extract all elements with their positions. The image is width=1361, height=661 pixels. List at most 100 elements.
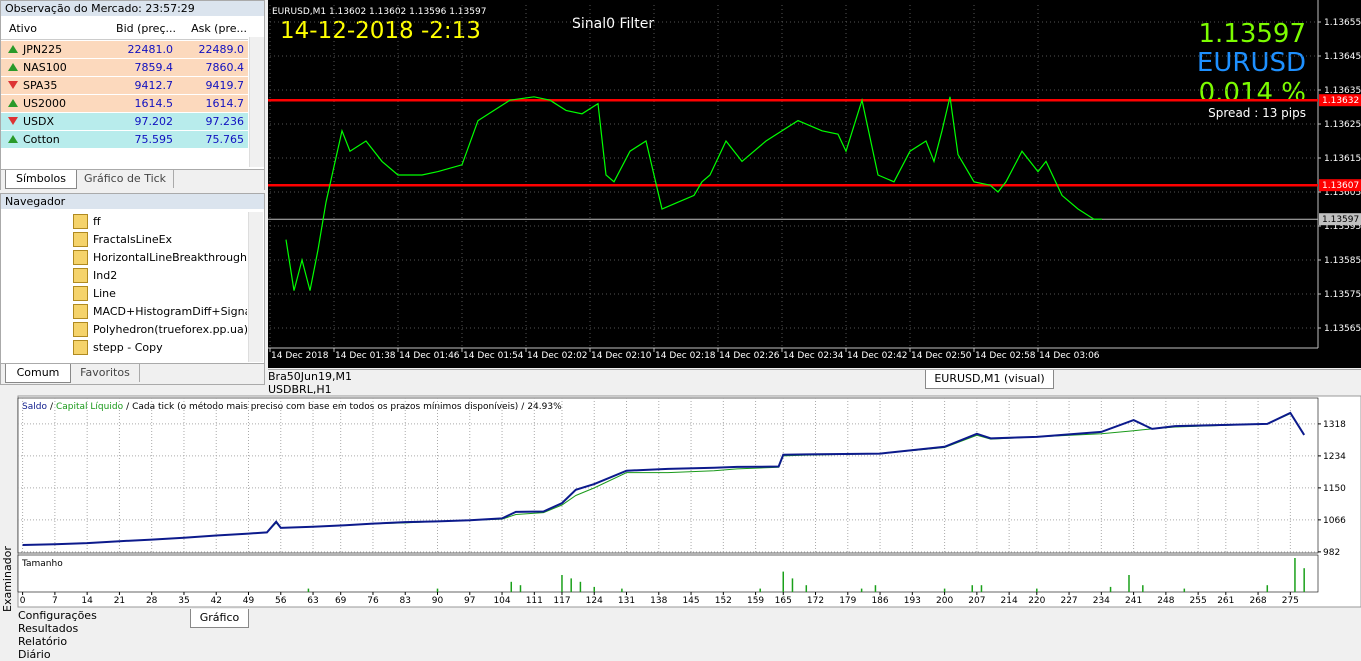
volume-bar — [579, 581, 582, 592]
bid: 7859.4 — [134, 61, 174, 74]
x-tick-label: 14 Dec 2018 — [271, 351, 329, 361]
tab[interactable]: Bra50Jun19,M1 — [268, 370, 352, 383]
direction-icon — [8, 45, 18, 53]
x-tick-label: 97 — [464, 596, 475, 606]
spread-label: Spread : 13 pips — [1208, 106, 1306, 120]
tab[interactable]: Favoritos — [71, 364, 140, 382]
volume-bar — [510, 581, 513, 592]
x-tick-label: 234 — [1093, 596, 1110, 606]
row[interactable]: Cotton 75.595 75.765 — [1, 131, 248, 149]
tab[interactable]: Símbolos — [5, 170, 77, 189]
panel-title: Observação do Mercado: 23:57:29 — [1, 1, 264, 16]
x-tick-label: 255 — [1190, 596, 1207, 606]
item-label: stepp - Copy — [93, 341, 163, 354]
indicator-icon — [73, 214, 88, 229]
tab[interactable]: Diário — [18, 648, 51, 661]
direction-icon — [8, 81, 18, 89]
tab[interactable]: Relatório — [18, 635, 68, 648]
legend-entry: Capital Líquido — [56, 402, 124, 412]
volume-bar — [943, 588, 946, 592]
volume-bar — [759, 588, 761, 592]
scrollbar[interactable] — [248, 212, 263, 362]
bid: 1614.5 — [134, 97, 174, 110]
x-tick-label: 49 — [243, 596, 255, 606]
column-header: Ativo Bid (preç... Ask (pre... — [1, 19, 248, 40]
x-tick-label: 193 — [904, 596, 921, 606]
level-box — [1319, 94, 1361, 107]
legend-entry: Cada tick (o método mais preciso com bas… — [132, 401, 518, 412]
side-label: Examinador — [1, 546, 14, 612]
date-label: 14-12-2018 -2:13 — [280, 18, 481, 44]
x-tick-label: 145 — [682, 596, 699, 606]
x-tick-label: 268 — [1249, 596, 1266, 606]
x-tick-label: 14 Dec 01:46 — [399, 351, 460, 361]
chart-title: EURUSD,M1 1.13602 1.13602 1.13596 1.1359… — [272, 7, 486, 17]
legend-separator: / — [521, 402, 525, 412]
volume-bar — [307, 588, 310, 592]
tab[interactable]: Gráfico de Tick — [77, 170, 174, 188]
x-tick-label: 28 — [146, 596, 158, 606]
tab[interactable]: Gráfico — [190, 609, 249, 628]
tab[interactable]: Configurações — [18, 609, 97, 622]
x-tick-label: 0 — [20, 596, 26, 606]
x-tick-label: 14 Dec 02:42 — [847, 351, 908, 361]
symbol: NAS100 — [23, 61, 67, 74]
level-label: 1.13632 — [1322, 96, 1359, 106]
ask: 9419.7 — [205, 79, 245, 92]
x-tick-label: 14 Dec 02:58 — [975, 351, 1036, 361]
legend: Saldo / Capital Líquido / Cada tick (o métod… — [22, 401, 562, 412]
tab[interactable]: Comum — [5, 364, 71, 383]
item-label: MACD+HistogramDiff+Signa — [93, 305, 247, 318]
volume-bar — [980, 585, 983, 592]
indicator-icon — [73, 232, 88, 247]
y-tick-label: 1.13615 — [1324, 154, 1361, 164]
x-tick-label: 14 Dec 01:54 — [463, 351, 524, 361]
x-tick-label: 248 — [1157, 596, 1174, 606]
row[interactable]: US2000 1614.5 1614.7 — [1, 95, 248, 113]
x-tick-label: 261 — [1217, 596, 1234, 606]
ask: 22489.0 — [198, 43, 245, 56]
bid: 75.595 — [134, 133, 174, 146]
volume-bar — [519, 585, 522, 592]
symbol: JPN225 — [23, 43, 63, 56]
item-label: ff — [93, 215, 101, 228]
volume-bar — [874, 585, 877, 592]
price-line — [285, 96, 1102, 291]
legend-entry: 24.93% — [527, 402, 562, 412]
bid: 22481.0 — [127, 43, 174, 56]
direction-icon — [8, 117, 18, 125]
y-tick-label: 1.13565 — [1324, 324, 1361, 334]
y-tick-label: 1150 — [1323, 484, 1346, 494]
indicator-icon — [73, 250, 88, 265]
volume-bar — [1109, 586, 1112, 592]
row[interactable]: NAS100 7859.4 7860.4 — [1, 59, 248, 77]
legend-entry: Saldo — [22, 402, 47, 412]
row[interactable]: SPA35 9412.7 9419.7 — [1, 77, 248, 95]
x-tick-label: 14 Dec 03:06 — [1039, 351, 1100, 361]
y-tick-label: 1.13655 — [1324, 18, 1361, 28]
x-tick-label: 63 — [307, 596, 318, 606]
indicator-icon — [73, 322, 88, 337]
item-label: Line — [93, 287, 116, 300]
x-tick-label: 186 — [871, 596, 888, 606]
volume-plot — [17, 554, 1319, 593]
x-tick-label: 159 — [747, 596, 764, 606]
x-tick-label: 35 — [178, 596, 189, 606]
x-tick-label: 138 — [650, 596, 667, 606]
x-tick-label: 90 — [432, 596, 444, 606]
tab[interactable]: USDBRL,H1 — [268, 383, 332, 396]
y-tick-label: 1318 — [1323, 420, 1346, 430]
row[interactable]: JPN225 22481.0 22489.0 — [1, 41, 248, 59]
row[interactable]: USDX 97.202 97.236 — [1, 113, 248, 131]
x-tick-label: 241 — [1125, 596, 1142, 606]
y-tick-label: 982 — [1323, 548, 1340, 558]
scrollbar[interactable] — [249, 37, 264, 167]
tab[interactable]: EURUSD,M1 (visual) — [925, 370, 1054, 389]
y-tick-label: 1.13635 — [1324, 86, 1361, 96]
symbol: Cotton — [23, 133, 60, 146]
volume-bar — [1128, 575, 1130, 592]
symbol: SPA35 — [23, 79, 58, 92]
volume-bar — [860, 588, 863, 592]
market-watch: Observação do Mercado: 23:57:29 Ativo Bid… — [0, 0, 265, 190]
direction-icon — [8, 63, 18, 71]
